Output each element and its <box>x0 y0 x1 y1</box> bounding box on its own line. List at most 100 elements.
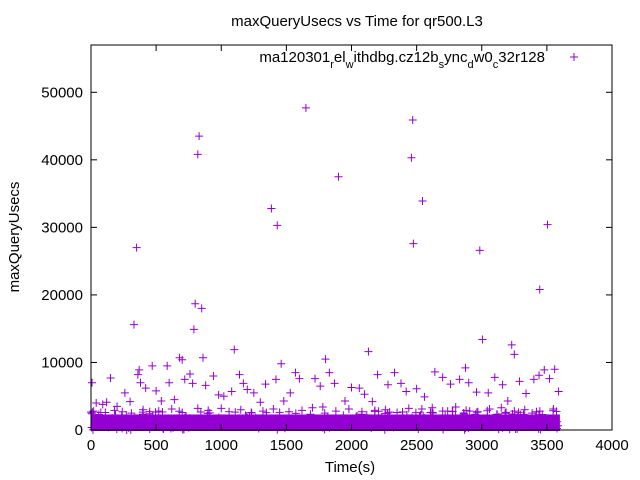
data-point <box>367 424 376 433</box>
data-point <box>464 423 473 432</box>
data-point <box>145 424 154 433</box>
data-point <box>257 417 266 426</box>
data-point <box>88 378 97 387</box>
data-point <box>291 368 300 377</box>
data-point <box>517 422 526 431</box>
data-point <box>535 285 544 294</box>
data-point <box>414 424 423 433</box>
data-point <box>195 132 204 141</box>
data-point <box>338 417 347 426</box>
data-point <box>428 416 437 425</box>
data-point <box>262 408 271 417</box>
data-point <box>170 395 179 404</box>
data-point <box>534 424 543 433</box>
data-point <box>236 405 245 414</box>
data-point <box>275 408 284 417</box>
data-point <box>408 115 417 124</box>
data-point <box>261 380 270 389</box>
data-point <box>320 425 329 434</box>
x-tick-label: 3000 <box>465 437 498 454</box>
data-point <box>199 353 208 362</box>
data-point <box>535 407 544 416</box>
data-point <box>311 374 320 383</box>
data-point <box>127 409 136 418</box>
data-point <box>529 375 538 384</box>
data-point <box>447 419 456 428</box>
data-point <box>157 396 166 405</box>
data-point <box>540 365 549 374</box>
y-tick-label: 0 <box>75 422 83 439</box>
data-point <box>284 407 293 416</box>
data-point <box>153 419 162 428</box>
data-point <box>451 403 460 412</box>
data-point <box>197 418 206 427</box>
data-point <box>427 417 436 426</box>
data-point <box>101 408 110 417</box>
data-point <box>230 345 239 354</box>
data-point <box>390 368 399 377</box>
data-point <box>446 380 455 389</box>
data-point <box>98 400 107 409</box>
data-point <box>552 422 561 431</box>
x-tick-label: 2500 <box>400 437 433 454</box>
data-point <box>108 414 117 423</box>
data-point <box>396 379 405 388</box>
data-point <box>347 416 356 425</box>
data-point <box>455 375 464 384</box>
data-point <box>132 243 141 252</box>
data-point <box>428 403 437 412</box>
data-point <box>376 421 385 430</box>
y-tick-label: 40000 <box>41 152 83 169</box>
data-point <box>112 425 121 434</box>
data-point <box>420 419 429 428</box>
legend-text-part: c <box>493 59 499 71</box>
data-point <box>219 392 228 401</box>
data-point <box>461 363 470 372</box>
data-point <box>402 410 411 419</box>
data-point <box>497 403 506 412</box>
legend-label: ma120301relwithdbg.cz12bsyncdw0c32r128 <box>259 49 545 71</box>
data-point <box>193 150 202 159</box>
data-point <box>225 407 234 416</box>
data-point <box>118 407 127 416</box>
y-tick-label: 50000 <box>41 84 83 101</box>
data-point <box>320 409 329 418</box>
data-point <box>321 421 330 430</box>
data-point <box>184 415 193 424</box>
data-point <box>475 246 484 255</box>
data-point <box>460 409 469 418</box>
data-point <box>404 404 413 413</box>
data-point <box>388 417 397 426</box>
data-point <box>344 405 353 414</box>
data-point <box>397 414 406 423</box>
data-point <box>362 410 371 419</box>
data-point <box>398 413 407 422</box>
data-point <box>549 405 558 414</box>
legend-text-part: 32r128 <box>498 49 545 66</box>
data-point <box>515 377 524 386</box>
data-point <box>441 411 450 420</box>
data-point <box>298 406 307 415</box>
data-point <box>483 413 492 422</box>
data-point <box>295 374 304 383</box>
data-point <box>113 402 122 411</box>
data-point <box>501 409 510 418</box>
data-point <box>334 172 343 181</box>
data-point <box>497 413 506 422</box>
data-point <box>235 370 244 379</box>
data-point <box>318 403 327 412</box>
data-point <box>106 421 115 430</box>
data-point <box>201 381 210 390</box>
data-point <box>301 414 310 423</box>
data-point <box>507 340 516 349</box>
x-tick-label: 1500 <box>270 437 303 454</box>
data-point <box>310 418 319 427</box>
data-point <box>235 414 244 423</box>
data-point <box>431 419 440 428</box>
data-point <box>239 379 248 388</box>
data-point <box>133 370 142 379</box>
data-point <box>129 320 138 329</box>
y-axis-label: maxQueryUsecs <box>6 182 23 293</box>
data-point <box>308 403 317 412</box>
